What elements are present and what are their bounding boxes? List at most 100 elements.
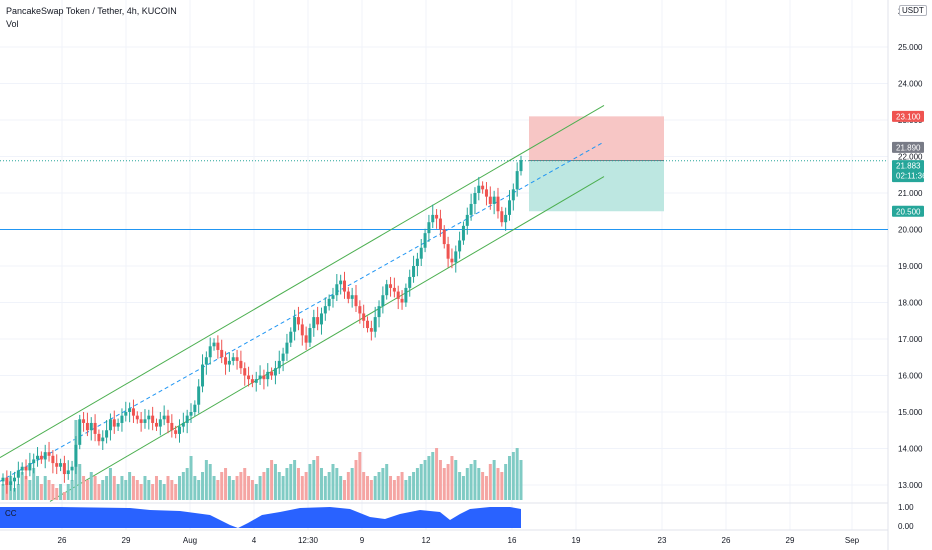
candle-body: [273, 368, 277, 376]
symbol-title[interactable]: PancakeSwap Token / Tether, 4h, KUCOIN: [6, 6, 177, 16]
candle-body: [400, 298, 404, 303]
volume-bar: [89, 472, 93, 500]
cc-tick-label: 1.00: [898, 503, 914, 512]
volume-bar: [289, 464, 293, 500]
volume-bar: [392, 480, 396, 500]
volume-bar: [354, 460, 358, 500]
volume-legend[interactable]: Vol: [6, 19, 19, 29]
volume-bar: [389, 476, 393, 500]
cc-indicator-pane: CC: [0, 507, 521, 528]
candle-body: [70, 466, 74, 471]
volume-bar: [93, 476, 97, 500]
volume-bar: [70, 480, 74, 500]
candlesticks: [1, 155, 523, 494]
volume-bar: [116, 484, 120, 500]
volume-bar: [377, 472, 381, 500]
candle-body: [404, 287, 408, 303]
candle-body: [220, 349, 224, 358]
last-close-tag: 21.890: [896, 143, 921, 152]
volume-bar: [346, 472, 350, 500]
channel-lower-line: [49, 176, 605, 502]
candle-body: [304, 335, 308, 343]
candle-body: [396, 291, 400, 299]
volume-bar: [185, 468, 189, 500]
volume-bar: [189, 456, 193, 500]
price-tick-label: 20.000: [898, 226, 923, 235]
volume-bar: [415, 468, 419, 500]
candle-body: [189, 412, 193, 416]
candle-body: [346, 291, 350, 299]
candle-body: [331, 295, 335, 299]
candle-body: [488, 196, 492, 204]
volume-bar: [373, 476, 377, 500]
price-axis[interactable]: 13.000 14.000 15.000 16.000 17.000 18.000 19.0…: [898, 7, 923, 531]
chart-legend: PancakeSwap Token / Tether, 4h, KUCOIN V…: [6, 5, 177, 31]
volume-bar: [247, 476, 251, 500]
position-zones: [529, 116, 664, 212]
candle-body: [28, 463, 32, 471]
time-tick-label: 9: [360, 536, 365, 545]
volume-bar: [158, 480, 162, 500]
volume-bar: [362, 472, 366, 500]
volume-bar: [296, 468, 300, 500]
volume-bar: [369, 480, 373, 500]
volume-bar: [193, 476, 197, 500]
volume-bar: [358, 452, 362, 500]
candle-body: [289, 331, 293, 343]
candle-body: [85, 422, 89, 431]
volume-bar: [131, 476, 135, 500]
candle-body: [335, 284, 339, 296]
volume-bar: [174, 484, 178, 500]
candle-body: [496, 196, 500, 212]
volume-bar: [496, 468, 500, 500]
volume-bar: [285, 468, 289, 500]
candle-body: [431, 214, 435, 223]
volume-bar: [55, 488, 59, 500]
volume-bar: [404, 480, 408, 500]
volume-bar: [323, 476, 327, 500]
price-tick-label: 13.000: [898, 481, 923, 490]
volume-bar: [293, 460, 297, 500]
volume-bar: [162, 484, 166, 500]
candle-body: [224, 357, 228, 365]
volume-bar: [319, 468, 323, 500]
candle-body: [208, 346, 212, 358]
candle-body: [454, 251, 458, 263]
volume-bar: [128, 472, 132, 500]
currency-unit-badge[interactable]: USDT: [899, 5, 927, 16]
price-tick-label: 19.000: [898, 262, 923, 271]
candle-body: [62, 463, 66, 475]
candle-body: [350, 295, 354, 299]
volume-bar: [481, 472, 485, 500]
candle-body: [381, 295, 385, 307]
candle-body: [128, 408, 132, 412]
candle-body: [235, 357, 239, 361]
current-price-tag: 21.883: [896, 162, 921, 171]
volume-bar: [166, 476, 170, 500]
time-tick-label: 16: [508, 536, 517, 545]
channel-mid-line: [0, 141, 605, 482]
candle-body: [281, 353, 285, 361]
candle-body: [308, 328, 312, 343]
candle-body: [373, 317, 377, 332]
candle-body: [461, 225, 465, 241]
candle-body: [500, 211, 504, 223]
candle-body: [507, 200, 511, 215]
volume-bar: [500, 472, 504, 500]
candle-body: [32, 459, 36, 464]
volume-bar: [51, 484, 55, 500]
time-tick-label: 26: [58, 536, 67, 545]
candle-body: [181, 422, 185, 427]
candle-body: [469, 203, 473, 215]
volume-bar: [350, 468, 354, 500]
volume-bar: [469, 464, 473, 500]
candle-body: [412, 266, 416, 277]
time-axis[interactable]: 26 29 Aug 4 12:30 9 12 16 19 23 26 29 Sep: [58, 536, 860, 545]
candle-body: [481, 185, 485, 190]
volume-bar: [331, 464, 335, 500]
volume-bar: [266, 468, 270, 500]
volume-bar: [419, 464, 423, 500]
candle-body: [78, 419, 82, 445]
price-tick-label: 17.000: [898, 335, 923, 344]
